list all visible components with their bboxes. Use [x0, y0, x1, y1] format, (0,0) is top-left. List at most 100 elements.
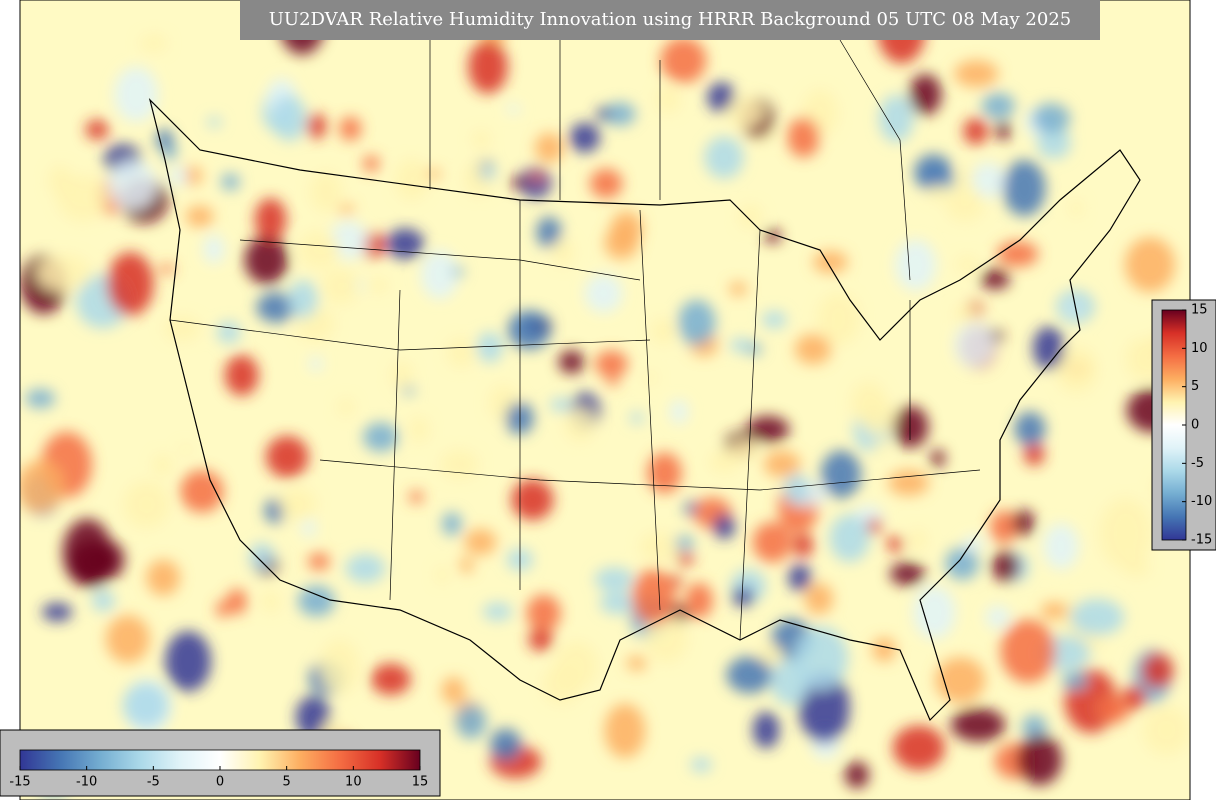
field-blob: [647, 452, 682, 494]
field-blob: [216, 600, 229, 618]
field-blob: [401, 385, 416, 395]
field-blob: [707, 82, 736, 113]
field-blob: [594, 350, 628, 378]
colorbar-tick-label: -15: [9, 775, 30, 790]
field-blob: [770, 659, 810, 706]
field-blob: [954, 60, 999, 88]
field-blob: [927, 184, 950, 201]
field-blob: [345, 553, 386, 583]
field-blob: [265, 435, 309, 478]
field-blob: [787, 117, 820, 158]
field-blob: [455, 704, 487, 739]
field-blob: [1032, 103, 1071, 134]
field-blob: [420, 250, 459, 299]
field-blob: [763, 450, 801, 478]
colorbar-tick-label: -5: [1191, 456, 1204, 471]
field-blob: [813, 250, 848, 274]
colorbars: -15 -10 -5 0 5 10 15 -15 -10 -5 0 5 10 15: [9, 303, 1212, 790]
field-blob: [1023, 441, 1045, 466]
field-blob: [804, 583, 834, 615]
field-blob: [254, 198, 287, 241]
field-blob: [980, 268, 1010, 290]
field-blob: [385, 228, 425, 259]
field-blob: [155, 129, 174, 151]
field-blob: [306, 113, 327, 139]
field-blob: [564, 407, 596, 442]
field-blob: [42, 602, 73, 622]
field-blob: [510, 176, 527, 189]
field-blob: [971, 162, 1006, 199]
field-blob: [892, 725, 945, 771]
field-blob: [370, 663, 411, 695]
field-blob: [511, 479, 554, 521]
field-blob: [459, 557, 474, 573]
field-blob: [1021, 714, 1047, 740]
field-blob: [650, 318, 676, 345]
field-blob: [105, 615, 150, 663]
field-blob: [1099, 498, 1153, 569]
field-blob: [963, 117, 989, 145]
field-blob: [889, 562, 925, 586]
field-blob: [48, 165, 73, 196]
field-blob: [761, 311, 787, 329]
field-blob: [362, 155, 380, 172]
field-blob: [481, 164, 495, 181]
field-blob: [985, 605, 1011, 629]
field-blob: [670, 399, 689, 424]
field-blob: [867, 518, 882, 534]
field-blob: [656, 84, 681, 114]
field-blob: [606, 377, 620, 386]
field-blob: [945, 547, 980, 580]
field-blob: [62, 518, 113, 586]
field-blob: [584, 273, 623, 313]
field-blob: [729, 281, 747, 296]
field-blob: [997, 241, 1039, 267]
field-blob: [169, 166, 188, 187]
field-blob: [159, 264, 175, 274]
field-blob: [519, 167, 552, 199]
colorbar-tick-label: -10: [1191, 494, 1212, 509]
field-blob: [604, 102, 636, 126]
field-blob: [816, 292, 860, 345]
field-blob: [727, 96, 765, 129]
field-blob: [526, 594, 561, 632]
field-blob: [589, 168, 623, 199]
colorbar-tick-label: -5: [147, 775, 160, 790]
field-blob: [690, 757, 712, 773]
field-blob: [1125, 338, 1156, 380]
field-blob: [675, 552, 695, 565]
field-blob: [962, 535, 985, 552]
field-blob: [25, 389, 56, 409]
field-blob: [85, 119, 109, 140]
field-blob: [872, 637, 896, 662]
field-blob: [123, 481, 170, 528]
field-blob: [1040, 601, 1069, 620]
field-blob: [468, 39, 508, 94]
field-blob: [732, 587, 754, 607]
field-blob: [153, 454, 172, 477]
field-blob: [1069, 598, 1125, 636]
field-blob: [674, 535, 694, 551]
field-blob: [554, 641, 598, 690]
field-blob: [206, 117, 222, 128]
field-blob: [704, 136, 744, 179]
field-blob: [441, 512, 462, 536]
field-blob: [895, 239, 937, 291]
map-background: [20, 0, 1190, 800]
field-blob: [738, 204, 763, 229]
field-blob: [1141, 652, 1174, 689]
field-blob: [98, 541, 125, 578]
field-blob: [297, 585, 336, 617]
field-blob: [506, 104, 521, 114]
field-blob: [1000, 619, 1056, 683]
field-blob: [569, 122, 601, 153]
colorbar-tick-label: 15: [412, 775, 429, 790]
field-blob: [440, 450, 479, 479]
field-blob: [249, 542, 275, 572]
field-blob: [363, 422, 399, 452]
field-blob: [221, 173, 240, 191]
field-blob: [829, 514, 870, 563]
field-blob: [180, 470, 224, 513]
